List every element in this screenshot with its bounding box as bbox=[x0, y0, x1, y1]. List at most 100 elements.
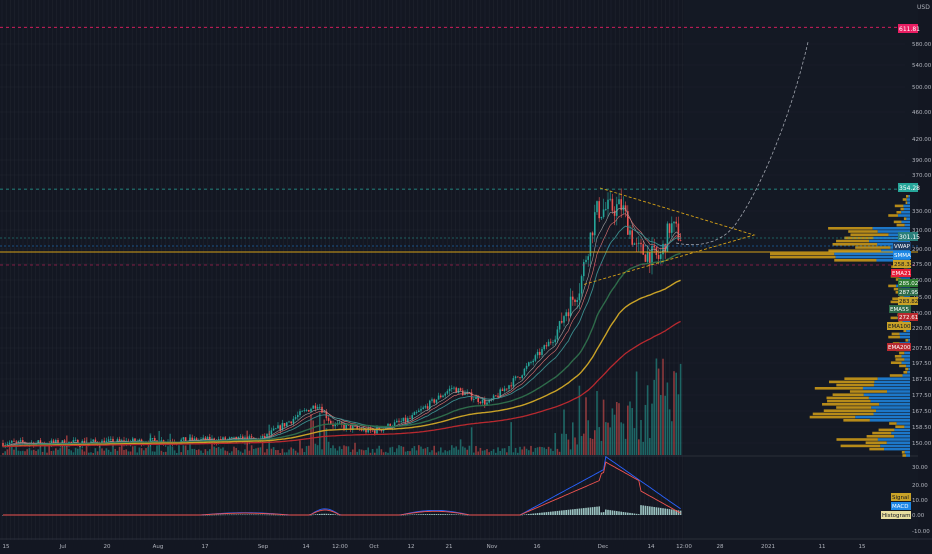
volume-bar bbox=[294, 450, 297, 455]
macd-histogram-bar bbox=[462, 514, 464, 516]
candle-body bbox=[677, 223, 680, 241]
macd-histogram-bar bbox=[239, 514, 242, 516]
volume-bar bbox=[594, 430, 596, 455]
volume-profile-bar bbox=[869, 419, 910, 422]
volume-bar bbox=[565, 433, 567, 455]
volume-bar bbox=[270, 448, 273, 455]
volume-bar bbox=[631, 408, 633, 455]
volume-bar bbox=[550, 448, 552, 455]
volume-bar bbox=[609, 427, 611, 455]
macd-histogram-bar bbox=[550, 511, 552, 515]
candle-body bbox=[266, 433, 268, 438]
macd-histogram-bar bbox=[257, 514, 259, 516]
macd-histogram-bar bbox=[605, 509, 607, 515]
ema100-value: 272.61 bbox=[899, 315, 918, 321]
candle-body bbox=[400, 421, 402, 423]
volume-profile-bar bbox=[850, 233, 889, 236]
volume-profile-bar bbox=[903, 217, 907, 220]
volume-bar bbox=[532, 451, 534, 455]
candle-body bbox=[396, 420, 398, 423]
volume-profile-bar bbox=[879, 403, 910, 406]
price-tick-label: 580.00 bbox=[912, 42, 932, 48]
candle-body bbox=[440, 395, 442, 398]
volume-bar bbox=[301, 448, 303, 455]
volume-bar bbox=[420, 446, 422, 455]
candle-body bbox=[253, 437, 255, 439]
candle-body bbox=[83, 440, 86, 445]
price-tick-label: 420.00 bbox=[912, 137, 932, 143]
volume-bar bbox=[673, 371, 675, 455]
volume-profile-bar bbox=[887, 390, 910, 393]
candle-body bbox=[616, 204, 618, 216]
volume-profile-bar bbox=[894, 355, 902, 358]
volume-bar bbox=[633, 428, 636, 455]
candle-body bbox=[572, 296, 574, 300]
candle-body bbox=[57, 440, 59, 445]
candle-body bbox=[561, 321, 563, 323]
candle-body bbox=[334, 423, 336, 427]
volume-bar bbox=[671, 421, 673, 455]
volume-profile-bar bbox=[829, 380, 875, 384]
volume-bar bbox=[363, 450, 365, 455]
volume-bar bbox=[48, 445, 50, 455]
moving-averages bbox=[2, 207, 681, 448]
time-tick-label: Aug bbox=[153, 544, 164, 550]
candle-body bbox=[327, 418, 330, 421]
candle-body bbox=[653, 246, 655, 248]
candle-body bbox=[651, 246, 653, 266]
macd-histogram-bar bbox=[660, 507, 662, 515]
candle-body bbox=[660, 254, 662, 259]
volume-profile-bar bbox=[870, 399, 910, 403]
candle-body bbox=[365, 428, 367, 433]
volume-bar bbox=[143, 450, 145, 455]
candle-body bbox=[330, 420, 332, 424]
candle-body bbox=[611, 198, 614, 211]
volume-bar bbox=[404, 451, 407, 455]
vwap-box bbox=[893, 242, 911, 250]
volume-profile-bar bbox=[904, 425, 910, 428]
volume-bar bbox=[624, 438, 627, 455]
volume-bar bbox=[136, 452, 138, 455]
macd-histogram-bar bbox=[235, 514, 237, 516]
volume-bar bbox=[176, 452, 178, 455]
volume-bar bbox=[543, 447, 545, 455]
candle-body bbox=[398, 420, 400, 422]
candle-body bbox=[598, 201, 600, 219]
candle-body bbox=[521, 375, 523, 378]
candle-body bbox=[184, 437, 187, 442]
macd-histogram-bar bbox=[206, 514, 209, 516]
volume-bar bbox=[314, 443, 317, 455]
candle-body bbox=[497, 395, 499, 397]
volume-bar bbox=[530, 445, 532, 455]
volume-bar bbox=[576, 444, 578, 455]
volume-bar bbox=[41, 451, 44, 455]
price-tick-label: 245.00 bbox=[912, 295, 932, 301]
volume-bar bbox=[116, 450, 119, 455]
volume-bar bbox=[239, 451, 242, 455]
volume-bar bbox=[189, 434, 191, 455]
volume-bar bbox=[257, 447, 259, 455]
candle-body bbox=[558, 321, 561, 330]
volume-bar bbox=[367, 447, 369, 455]
candle-body bbox=[554, 339, 556, 343]
macd-histogram-bar bbox=[242, 514, 244, 516]
volume-profile-bar bbox=[863, 393, 910, 396]
volume-bar bbox=[484, 450, 486, 455]
macd-histogram-bar bbox=[409, 514, 411, 516]
macd-histogram-bar bbox=[330, 513, 332, 515]
volume-profile-bar bbox=[894, 428, 910, 432]
candle-body bbox=[189, 437, 191, 442]
macd-box bbox=[891, 502, 911, 510]
volume-profile-bar bbox=[905, 367, 909, 371]
volume-bar bbox=[182, 445, 185, 455]
volume-bar bbox=[17, 450, 20, 455]
volume-bar bbox=[180, 452, 182, 455]
macd-histogram-bar bbox=[607, 509, 609, 515]
candle-body bbox=[477, 397, 479, 403]
macd-histogram-bar bbox=[402, 514, 405, 516]
candle-body bbox=[409, 418, 411, 419]
macd-histogram-bar bbox=[325, 513, 328, 515]
volume-bar bbox=[365, 449, 367, 455]
